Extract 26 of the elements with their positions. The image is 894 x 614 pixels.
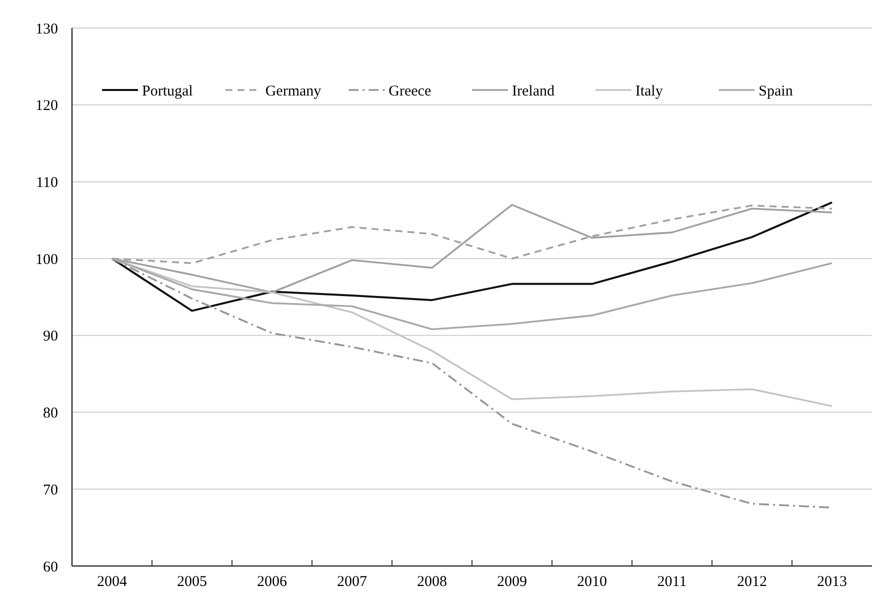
x-tick-label: 2009 bbox=[497, 574, 527, 590]
x-tick-label: 2008 bbox=[417, 574, 447, 590]
legend-label: Italy bbox=[635, 83, 664, 100]
legend-label: Germany bbox=[265, 83, 322, 100]
x-tick-label: 2010 bbox=[577, 574, 607, 590]
legend-label: Greece bbox=[388, 83, 432, 100]
y-tick-label: 130 bbox=[36, 21, 58, 38]
x-tick-label: 2006 bbox=[257, 574, 288, 590]
y-tick-label: 90 bbox=[43, 328, 58, 345]
x-tick-label: 2004 bbox=[97, 574, 128, 590]
y-tick-label: 80 bbox=[43, 406, 58, 422]
legend-label: Spain bbox=[758, 83, 794, 100]
x-tick-label: 2011 bbox=[657, 574, 687, 590]
y-tick-label: 120 bbox=[36, 98, 58, 114]
x-tick-label: 2005 bbox=[177, 574, 207, 590]
y-tick-label: 100 bbox=[36, 252, 58, 268]
x-tick-label: 2007 bbox=[337, 574, 368, 590]
legend-label: Ireland bbox=[512, 83, 555, 100]
y-tick-label: 110 bbox=[36, 174, 58, 191]
x-tick-label: 2013 bbox=[817, 574, 847, 590]
legend-label: Portugal bbox=[142, 83, 193, 100]
x-tick-label: 2012 bbox=[737, 574, 767, 590]
y-tick-label: 60 bbox=[43, 559, 58, 576]
line-series bbox=[111, 201, 833, 312]
line-series bbox=[111, 258, 833, 408]
y-tick-label: 70 bbox=[43, 482, 58, 498]
